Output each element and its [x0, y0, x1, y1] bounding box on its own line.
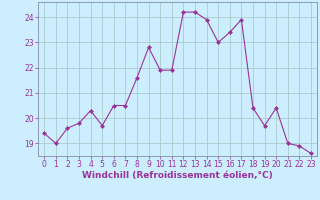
- X-axis label: Windchill (Refroidissement éolien,°C): Windchill (Refroidissement éolien,°C): [82, 171, 273, 180]
